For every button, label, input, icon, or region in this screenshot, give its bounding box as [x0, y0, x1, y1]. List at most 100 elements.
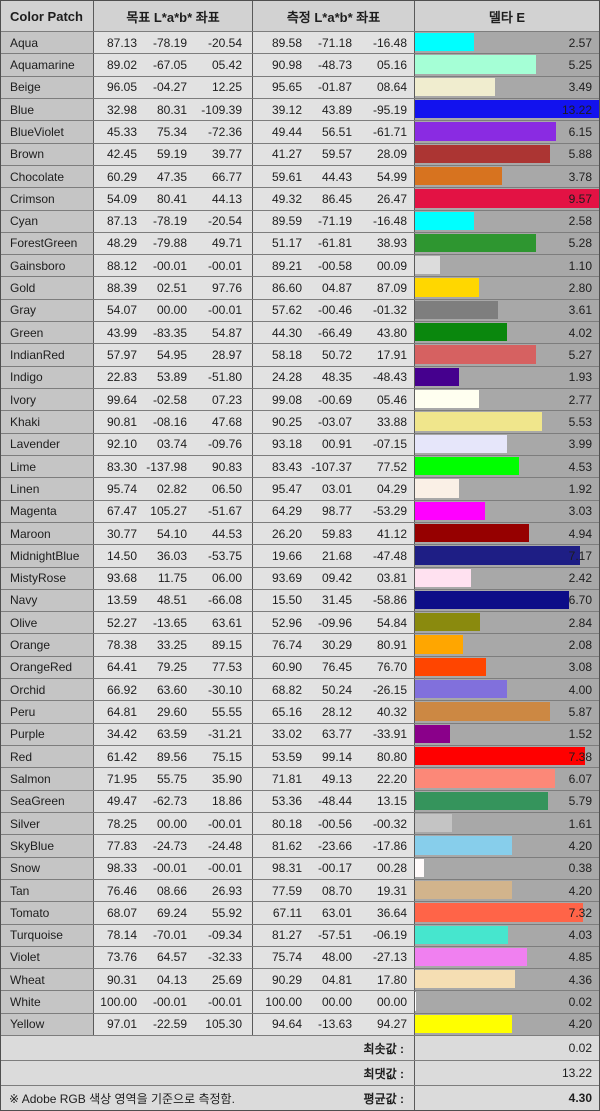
lab-value: 97.76	[211, 281, 242, 296]
lab-value: -72.36	[207, 124, 242, 139]
delta-e-bar	[415, 523, 529, 543]
lab-value: -83.35	[152, 325, 187, 340]
measured-lab-values: 98.31 -00.17 00.28	[252, 857, 414, 879]
target-lab-values: 87.13 -78.19 -20.54	[93, 32, 252, 54]
lab-value: 92.10	[106, 437, 137, 452]
lab-value: 07.23	[211, 392, 242, 407]
delta-e-bar	[415, 99, 599, 119]
lab-value: 49.47	[106, 794, 137, 809]
lab-value: 49.71	[211, 236, 242, 251]
table-row: White 100.00 -00.01 -00.01 100.00 00.00 00.00 0…	[1, 990, 599, 1013]
delta-e-value: 4.85	[568, 950, 592, 965]
table-row: Gainsboro 88.12 -00.01 -00.01 89.21 -00.58 00.…	[1, 254, 599, 277]
lab-value: 59.57	[321, 147, 352, 162]
lab-value: 86.45	[321, 191, 352, 206]
target-lab-values: 66.92 63.60 -30.10	[93, 679, 252, 701]
lab-value: 89.21	[271, 258, 302, 273]
measured-lab-values: 75.74 48.00 -27.13	[252, 946, 414, 969]
lab-value: 98.33	[106, 861, 137, 876]
table-row: Cyan 87.13 -78.19 -20.54 89.59 -71.19 -16.48 2.…	[1, 209, 599, 232]
delta-e-cell: 3.78	[414, 165, 599, 188]
delta-e-bar	[415, 747, 585, 766]
delta-e-value: 3.61	[568, 303, 592, 318]
col-header-measured-lab: 측정 L*a*b* 좌표	[252, 1, 414, 31]
table-row: Orchid 66.92 63.60 -30.10 68.82 50.24 -26.15 4.…	[1, 678, 599, 701]
lab-value: 48.35	[321, 370, 352, 385]
measured-lab-values: 24.28 48.35 -48.43	[252, 366, 414, 388]
lab-value: 06.00	[211, 571, 242, 586]
color-name: BlueViolet	[1, 121, 93, 143]
table-row: Indigo 22.83 53.89 -51.80 24.28 48.35 -48.43 1.…	[1, 365, 599, 388]
delta-e-value: 3.08	[568, 660, 592, 675]
color-name: Brown	[1, 143, 93, 165]
delta-e-cell: 5.87	[414, 701, 599, 723]
delta-e-cell: 4.94	[414, 522, 599, 545]
lab-value: -02.58	[152, 392, 187, 407]
target-lab-values: 64.81 29.60 55.55	[93, 701, 252, 723]
delta-e-value: 7.17	[568, 548, 592, 563]
lab-value: 30.29	[321, 638, 352, 653]
lab-value: 77.53	[211, 660, 242, 675]
lab-value: 06.50	[211, 481, 242, 496]
delta-e-bar	[415, 680, 507, 699]
delta-e-bar	[415, 947, 527, 967]
lab-value: 64.57	[156, 950, 187, 965]
lab-value: -03.07	[317, 414, 352, 429]
lab-value: 39.77	[211, 147, 242, 162]
lab-value: -17.86	[372, 838, 407, 853]
delta-e-value: 3.99	[568, 437, 592, 452]
delta-e-cell: 1.61	[414, 812, 599, 835]
lab-value: 60.90	[271, 660, 302, 675]
delta-e-value: 6.15	[568, 124, 592, 139]
delta-e-cell: 13.22	[414, 98, 599, 121]
lab-value: 63.60	[156, 682, 187, 697]
color-name: Tan	[1, 879, 93, 902]
measured-lab-values: 52.96 -09.96 54.84	[252, 612, 414, 634]
lab-value: -00.46	[317, 303, 352, 318]
lab-value: 64.41	[106, 660, 137, 675]
lab-value: -51.67	[207, 504, 242, 519]
color-name: Olive	[1, 612, 93, 634]
target-lab-values: 14.50 36.03 -53.75	[93, 545, 252, 567]
measured-lab-values: 76.74 30.29 80.91	[252, 634, 414, 656]
color-name: Violet	[1, 946, 93, 969]
lab-value: 89.59	[271, 214, 302, 229]
delta-e-bar	[415, 903, 584, 922]
delta-e-cell: 5.79	[414, 790, 599, 812]
measured-lab-values: 53.36 -48.44 13.15	[252, 790, 414, 812]
lab-value: 13.59	[106, 593, 137, 608]
delta-e-cell: 4.53	[414, 455, 599, 478]
table-row: Magenta 67.47 105.27 -51.67 64.29 98.77 -53.29…	[1, 499, 599, 522]
lab-value: 80.80	[376, 749, 407, 764]
color-name: Purple	[1, 723, 93, 745]
delta-e-bar	[415, 724, 450, 743]
lab-value: 105.30	[205, 1017, 242, 1032]
measured-lab-values: 57.62 -00.46 -01.32	[252, 299, 414, 322]
lab-value: 26.47	[376, 191, 407, 206]
min-label: 최솟값 :	[1, 1036, 414, 1060]
delta-e-cell: 3.61	[414, 299, 599, 322]
measured-lab-values: 33.02 63.77 -33.91	[252, 723, 414, 745]
delta-e-bar	[415, 501, 485, 520]
measured-lab-values: 77.59 08.70 19.31	[252, 879, 414, 902]
delta-e-bar	[415, 479, 460, 498]
lab-value: -32.33	[207, 950, 242, 965]
lab-value: 55.92	[211, 905, 242, 920]
table-row: Chocolate 60.29 47.35 66.77 59.61 44.43 54.99 3…	[1, 164, 599, 188]
target-lab-values: 61.42 89.56 75.15	[93, 746, 252, 768]
delta-e-bar	[415, 412, 543, 431]
color-name: Red	[1, 746, 93, 768]
lab-value: 93.18	[271, 437, 302, 452]
lab-value: -30.10	[207, 682, 242, 697]
delta-e-value: 1.93	[568, 370, 592, 385]
lab-value: 54.95	[156, 348, 187, 363]
lab-value: -00.58	[317, 258, 352, 273]
lab-value: 97.01	[106, 1017, 137, 1032]
lab-value: 40.32	[376, 705, 407, 720]
color-name: Gainsboro	[1, 255, 93, 277]
lab-value: 03.01	[321, 481, 352, 496]
delta-e-cell: 2.08	[414, 634, 599, 656]
lab-value: 39.12	[271, 102, 302, 117]
delta-e-cell: 5.88	[414, 143, 599, 165]
lab-value: 76.70	[376, 660, 407, 675]
